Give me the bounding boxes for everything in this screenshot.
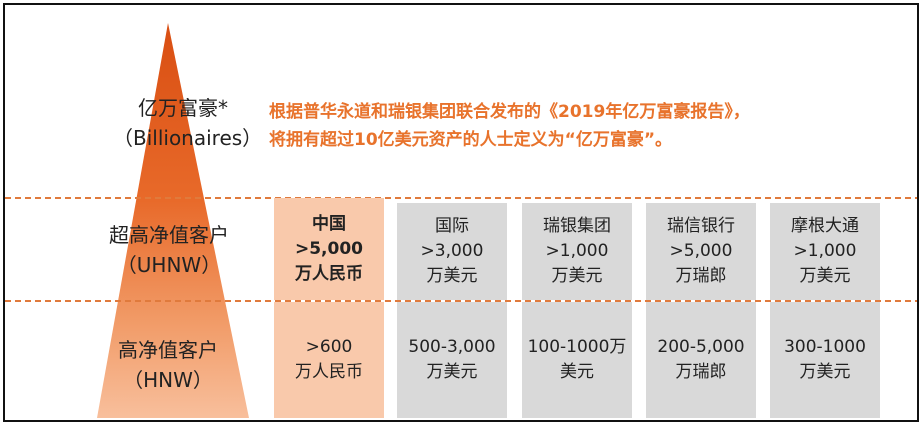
column-header-ubs: 瑞银集团 bbox=[543, 216, 611, 236]
cell-uhnw-china: 中国 >5,000 万人民币 bbox=[274, 198, 384, 300]
tier-billionaires-zh: 亿万富豪* bbox=[138, 96, 228, 120]
hnw-china-value: >600 bbox=[305, 337, 353, 357]
column-header-international: 国际 bbox=[435, 216, 469, 236]
tier-hnw-zh: 高净值客户 bbox=[118, 338, 218, 362]
tier-uhnw-zh: 超高净值客户 bbox=[109, 223, 229, 247]
uhnw-credit-suisse-value: >5,000 bbox=[669, 241, 733, 261]
cell-uhnw-ubs: 瑞银集团 >1,000 万美元 bbox=[522, 203, 632, 300]
divider-top bbox=[5, 197, 917, 199]
hnw-ubs-value: 100-1000万 bbox=[527, 337, 627, 357]
hnw-international-value: 500-3,000 bbox=[408, 337, 496, 357]
hnw-international-unit: 万美元 bbox=[426, 362, 478, 382]
cell-hnw-international: 500-3,000 万美元 bbox=[397, 302, 507, 418]
uhnw-international-value: >3,000 bbox=[420, 241, 484, 261]
tier-uhnw-label: 超高净值客户 （UHNW） bbox=[89, 220, 249, 280]
note-line-2: 将拥有超过10亿美元资产的人士定义为“亿万富豪”。 bbox=[269, 130, 673, 150]
hnw-credit-suisse-value: 200-5,000 bbox=[657, 337, 745, 357]
tier-hnw-en: （HNW） bbox=[123, 368, 213, 392]
uhnw-ubs-unit: 万美元 bbox=[551, 266, 603, 286]
pyramid-shape bbox=[97, 23, 249, 418]
tier-hnw-label: 高净值客户 （HNW） bbox=[93, 335, 243, 395]
cell-hnw-ubs: 100-1000万 美元 bbox=[522, 302, 632, 418]
uhnw-international-unit: 万美元 bbox=[426, 266, 478, 286]
column-header-credit-suisse: 瑞信银行 bbox=[667, 216, 735, 236]
column-header-china: 中国 bbox=[312, 213, 346, 234]
column-header-jpmorgan: 摩根大通 bbox=[791, 216, 859, 236]
tier-billionaires-label: 亿万富豪* （Billionaires） bbox=[113, 93, 263, 153]
note-line-1: 根据普华永道和瑞银集团联合发布的《2019年亿万富豪报告》， bbox=[269, 102, 750, 122]
cell-hnw-china: >600 万人民币 bbox=[274, 302, 384, 418]
uhnw-jpmorgan-value: >1,000 bbox=[793, 241, 857, 261]
hnw-jpmorgan-value: 300-1000 bbox=[784, 337, 866, 357]
hnw-ubs-unit: 美元 bbox=[560, 362, 594, 382]
cell-uhnw-jpmorgan: 摩根大通 >1,000 万美元 bbox=[770, 203, 880, 300]
hnw-china-unit: 万人民币 bbox=[295, 362, 363, 382]
uhnw-ubs-value: >1,000 bbox=[545, 241, 609, 261]
uhnw-credit-suisse-unit: 万瑞郎 bbox=[675, 266, 727, 286]
definition-note: 根据普华永道和瑞银集团联合发布的《2019年亿万富豪报告》， 将拥有超过10亿美… bbox=[269, 98, 869, 154]
tier-uhnw-en: （UHNW） bbox=[116, 253, 222, 277]
hnw-jpmorgan-unit: 万美元 bbox=[799, 362, 851, 382]
hnw-credit-suisse-unit: 万瑞郎 bbox=[675, 362, 727, 382]
uhnw-china-unit: 万人民币 bbox=[295, 263, 363, 284]
cell-hnw-jpmorgan: 300-1000 万美元 bbox=[770, 302, 880, 418]
divider-middle bbox=[5, 300, 917, 302]
diagram-frame: 亿万富豪* （Billionaires） 根据普华永道和瑞银集团联合发布的《20… bbox=[3, 3, 919, 422]
tier-billionaires-en: （Billionaires） bbox=[113, 126, 263, 150]
cell-uhnw-international: 国际 >3,000 万美元 bbox=[397, 203, 507, 300]
cell-hnw-credit-suisse: 200-5,000 万瑞郎 bbox=[646, 302, 756, 418]
uhnw-jpmorgan-unit: 万美元 bbox=[799, 266, 851, 286]
wealth-pyramid bbox=[97, 23, 249, 418]
uhnw-china-value: >5,000 bbox=[294, 238, 364, 259]
cell-uhnw-credit-suisse: 瑞信银行 >5,000 万瑞郎 bbox=[646, 203, 756, 300]
